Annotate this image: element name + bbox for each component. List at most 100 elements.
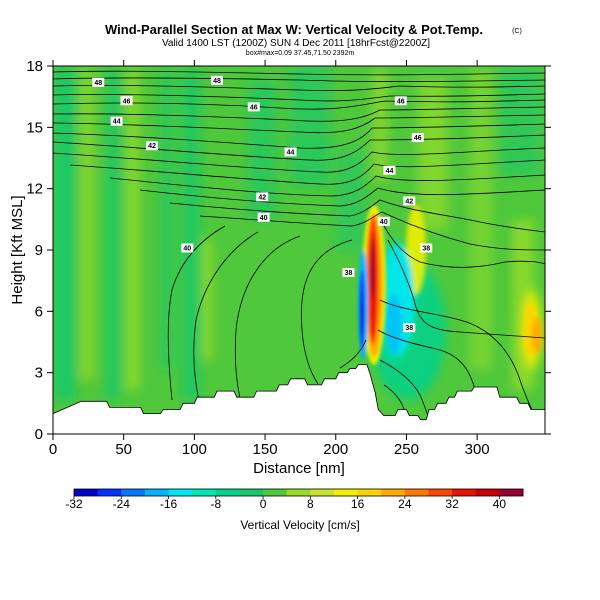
colorbar-swatch bbox=[74, 489, 99, 496]
plot-area: 48 48 46 46 44 44 42 42 40 40 46 46 44 42 40 38 38 38 bbox=[53, 66, 545, 434]
x-tick-label: 250 bbox=[394, 441, 419, 458]
theta-contour bbox=[377, 329, 476, 391]
field-patch bbox=[386, 295, 402, 355]
x-tick-label: 0 bbox=[49, 441, 57, 458]
contour-label-text: 48 bbox=[213, 78, 221, 85]
theta-contour bbox=[53, 147, 545, 173]
contour-label-box bbox=[145, 141, 158, 151]
colorbar-swatch bbox=[144, 489, 169, 496]
colorbar-tick-label: -16 bbox=[160, 497, 178, 511]
contour-label-box bbox=[403, 323, 416, 333]
field-patch bbox=[418, 80, 448, 230]
contour-label-text: 44 bbox=[113, 119, 121, 126]
x-axis-label: Distance [nm] bbox=[253, 460, 345, 477]
contour-label-text: 48 bbox=[94, 80, 102, 87]
field-patch bbox=[290, 66, 330, 186]
contour-label-box bbox=[256, 192, 269, 202]
theta-contour bbox=[339, 339, 367, 369]
colorbar-swatch bbox=[475, 489, 500, 496]
y-tick-label: 15 bbox=[26, 119, 43, 136]
contour-label: 42 bbox=[256, 192, 269, 202]
contour-label: 42 bbox=[145, 141, 158, 151]
colorbar-swatch bbox=[239, 489, 264, 496]
x-tick-label: 150 bbox=[253, 441, 278, 458]
colorbar-tick-label: -8 bbox=[210, 497, 221, 511]
contour-label-text: 38 bbox=[422, 245, 430, 252]
colorbar-swatch bbox=[310, 489, 335, 496]
theta-contour bbox=[199, 211, 545, 251]
contour-label-box bbox=[377, 216, 390, 226]
x-tick-label: 300 bbox=[465, 441, 490, 458]
contour-label-box bbox=[211, 75, 223, 85]
theta-contour bbox=[53, 84, 545, 91]
contour-label: 42 bbox=[403, 196, 416, 206]
chart-subtitle-line2: box#max=0.09 37.45,71.50 2392m bbox=[246, 50, 355, 57]
theta-contour bbox=[53, 134, 545, 161]
y-tick-label: 18 bbox=[26, 58, 43, 75]
theta-contour bbox=[53, 99, 545, 110]
y-axis: 0 3 6 9 12 15 18 bbox=[26, 58, 551, 443]
contour-label-text: 40 bbox=[183, 245, 191, 252]
theta-contour bbox=[379, 359, 429, 417]
updraft-core bbox=[371, 240, 375, 300]
contour-label-box bbox=[247, 102, 260, 112]
colorbar-swatch bbox=[357, 489, 382, 496]
colorbar-tick-label: 16 bbox=[351, 497, 365, 511]
theta-contour bbox=[193, 231, 259, 406]
contour-label: 46 bbox=[120, 96, 133, 106]
contour-label-box bbox=[411, 133, 424, 143]
y-tick-label: 0 bbox=[35, 426, 43, 443]
y-axis-label: Height [Kft MSL] bbox=[9, 195, 26, 304]
colorbar-swatch bbox=[333, 489, 358, 496]
colorbar-tick-label: 32 bbox=[445, 497, 459, 511]
chart-title: Wind-Parallel Section at Max W: Vertical… bbox=[105, 22, 483, 37]
contour-label: 44 bbox=[110, 116, 123, 126]
contour-label: 48 bbox=[92, 77, 105, 87]
colorbar-tick-label: -32 bbox=[65, 497, 83, 511]
contour-label: 44 bbox=[284, 147, 297, 157]
theta-contour bbox=[169, 199, 545, 233]
convective-cores bbox=[358, 205, 386, 365]
y-tick-label: 12 bbox=[26, 181, 43, 198]
colorbar-tick-label: -24 bbox=[113, 497, 131, 511]
field-patch bbox=[203, 240, 213, 360]
colorbar-swatch bbox=[121, 489, 146, 496]
y-tick-label: 9 bbox=[35, 242, 43, 259]
field-patch bbox=[470, 70, 492, 370]
contour-label-box bbox=[403, 196, 416, 206]
colorbar: -32 -24 -16 -8 0 8 16 24 32 40 bbox=[65, 488, 524, 511]
contour-label: 46 bbox=[411, 133, 424, 143]
contour-label: 46 bbox=[247, 102, 260, 112]
theta-contour bbox=[53, 106, 545, 122]
contour-label: 40 bbox=[377, 216, 390, 226]
colorbar-tick-label: 24 bbox=[398, 497, 412, 511]
theta-contour bbox=[53, 70, 545, 76]
y-tick-label: 3 bbox=[35, 365, 43, 382]
theta-contour bbox=[383, 225, 545, 268]
contour-label-box bbox=[420, 243, 433, 253]
field-patch bbox=[54, 70, 76, 400]
colorbar-tick-label: 8 bbox=[307, 497, 314, 511]
field-patch bbox=[372, 70, 388, 180]
contour-label-box bbox=[383, 165, 396, 175]
colorbar-swatch bbox=[286, 489, 311, 496]
contour-label-box bbox=[284, 147, 297, 157]
field-patch bbox=[335, 150, 365, 250]
field-patch bbox=[532, 317, 542, 353]
contour-label: 38 bbox=[420, 243, 433, 253]
contour-labels: 48 48 46 46 44 44 42 42 40 40 46 46 44 42 40 38 38 38 bbox=[92, 75, 433, 333]
colorbar-tick-label: 0 bbox=[260, 497, 267, 511]
colorbar-tick-label: 40 bbox=[493, 497, 507, 511]
contour-label-box bbox=[110, 116, 123, 126]
contour-label-text: 44 bbox=[386, 168, 394, 175]
colorbar-swatch bbox=[499, 489, 524, 496]
theta-contour bbox=[387, 239, 545, 339]
downdraft-core bbox=[360, 293, 364, 337]
theta-contour bbox=[300, 239, 353, 385]
colorbar-swatch bbox=[381, 489, 406, 496]
contour-label-box bbox=[394, 96, 407, 106]
contour-label: 40 bbox=[257, 212, 270, 222]
terrain bbox=[53, 364, 545, 434]
theta-contour bbox=[379, 299, 533, 411]
contour-label-text: 46 bbox=[250, 104, 258, 111]
